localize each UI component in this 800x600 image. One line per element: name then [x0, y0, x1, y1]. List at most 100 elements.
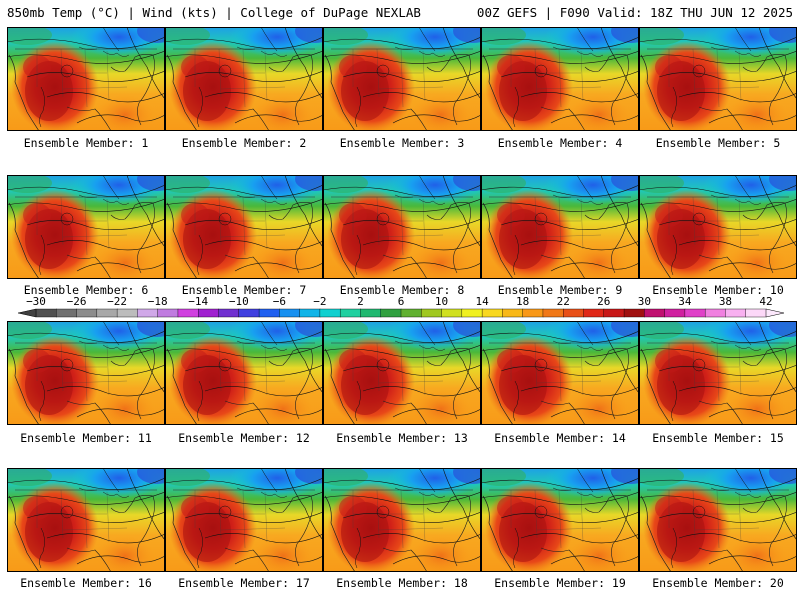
map-panel-5: [634, 17, 800, 135]
map-panel-3: [318, 17, 493, 135]
header-run-info: 00Z GEFS | F090 Valid: 18Z THU JUN 12 20…: [476, 5, 793, 20]
map-panel-1: [2, 17, 177, 135]
colorbar-cell: [502, 308, 524, 318]
caption-member-14: Ensemble Member: 14: [494, 431, 626, 445]
caption-member-10: Ensemble Member: 10: [652, 283, 784, 297]
colorbar-tick-label: 10: [434, 295, 449, 308]
map-panel-12: [160, 311, 335, 429]
map-panel-10: [634, 165, 800, 283]
colorbar-cell: [664, 308, 686, 318]
colorbar-cell: [238, 308, 260, 318]
map-panel-17: [160, 458, 335, 576]
caption-member-20: Ensemble Member: 20: [652, 576, 784, 590]
colorbar-cell: [745, 308, 767, 318]
colorbar-tick-label: −26: [66, 295, 87, 308]
colorbar: [17, 308, 785, 318]
colorbar-cell: [137, 308, 159, 318]
colorbar-tick-label: 38: [718, 295, 733, 308]
map-panel-7: [160, 165, 335, 283]
colorbar-cell: [684, 308, 706, 318]
colorbar-cell: [96, 308, 118, 318]
caption-member-15: Ensemble Member: 15: [652, 431, 784, 445]
colorbar-cell: [319, 308, 341, 318]
map-panel-15: [634, 311, 800, 429]
map-panel-2: [160, 17, 335, 135]
colorbar-tick-label: 34: [678, 295, 692, 308]
caption-member-3: Ensemble Member: 3: [339, 136, 465, 150]
colorbar-cell: [704, 308, 726, 318]
caption-member-4: Ensemble Member: 4: [497, 136, 623, 150]
colorbar-cell: [583, 308, 605, 318]
colorbar-cell: [481, 308, 503, 318]
colorbar-tick-label: 22: [556, 295, 570, 308]
colorbar-cell: [563, 308, 584, 318]
colorbar-cell: [258, 308, 280, 318]
colorbar-cell: [380, 308, 402, 318]
colorbar-cell: [198, 308, 220, 318]
map-panel-9: [476, 165, 651, 283]
caption-member-16: Ensemble Member: 16: [20, 576, 152, 590]
map-panel-16: [2, 458, 177, 576]
map-panel-14: [476, 311, 651, 429]
map-panel-13: [318, 311, 493, 429]
colorbar-tick-label: 2: [357, 295, 364, 308]
colorbar-tick-label: 26: [597, 295, 611, 308]
caption-member-5: Ensemble Member: 5: [655, 136, 781, 150]
colorbar-cell: [157, 308, 179, 318]
colorbar-tick-label: −22: [107, 295, 128, 308]
colorbar-cell: [218, 308, 240, 318]
colorbar-cell: [360, 308, 382, 318]
colorbar-right-arrow: [765, 308, 785, 318]
colorbar-tick-label: 14: [475, 295, 489, 308]
colorbar-cell: [542, 308, 564, 318]
map-panel-19: [476, 458, 651, 576]
caption-member-19: Ensemble Member: 19: [494, 576, 626, 590]
caption-member-12: Ensemble Member: 12: [178, 431, 310, 445]
colorbar-cell: [421, 308, 443, 318]
colorbar-cell: [56, 308, 78, 318]
colorbar-tick-label: −2: [313, 295, 327, 308]
caption-member-1: Ensemble Member: 1: [23, 136, 149, 150]
colorbar-tick-label: −18: [147, 295, 168, 308]
caption-member-7: Ensemble Member: 7: [181, 283, 307, 297]
colorbar-cell: [279, 308, 301, 318]
colorbar-tick-label: −14: [188, 295, 209, 308]
colorbar-cell: [400, 308, 422, 318]
colorbar-cell: [623, 308, 645, 318]
map-panel-8: [318, 165, 493, 283]
map-panel-4: [476, 17, 651, 135]
colorbar-cell: [177, 308, 199, 318]
header-title: 850mb Temp (°C) | Wind (kts) | College o…: [7, 5, 421, 20]
caption-member-2: Ensemble Member: 2: [181, 136, 307, 150]
colorbar-tick-label: 42: [759, 295, 773, 308]
caption-member-11: Ensemble Member: 11: [20, 431, 152, 445]
caption-member-8: Ensemble Member: 8: [339, 283, 465, 297]
map-panel-18: [318, 458, 493, 576]
colorbar-cell: [76, 308, 98, 318]
caption-member-13: Ensemble Member: 13: [336, 431, 468, 445]
map-panel-6: [2, 165, 177, 283]
caption-member-6: Ensemble Member: 6: [23, 283, 149, 297]
colorbar-cell: [35, 308, 57, 318]
caption-member-17: Ensemble Member: 17: [178, 576, 310, 590]
map-panel-20: [634, 458, 800, 576]
colorbar-cell: [461, 308, 483, 318]
colorbar-cell: [603, 308, 625, 318]
colorbar-tick-label: −10: [228, 295, 249, 308]
colorbar-cell: [299, 308, 321, 318]
colorbar-cell: [522, 308, 544, 318]
caption-member-9: Ensemble Member: 9: [497, 283, 623, 297]
map-panel-11: [2, 311, 177, 429]
colorbar-cell: [644, 308, 666, 318]
colorbar-tick-label: −6: [272, 295, 286, 308]
colorbar-cell: [725, 308, 747, 318]
colorbar-cell: [339, 308, 361, 318]
colorbar-tick-label: 18: [516, 295, 530, 308]
colorbar-tick-label: 6: [397, 295, 405, 308]
colorbar-tick-label: −30: [26, 295, 46, 308]
colorbar-left-arrow: [17, 308, 37, 318]
caption-member-18: Ensemble Member: 18: [336, 576, 468, 590]
colorbar-cell: [441, 308, 463, 318]
colorbar-cell: [116, 308, 138, 318]
